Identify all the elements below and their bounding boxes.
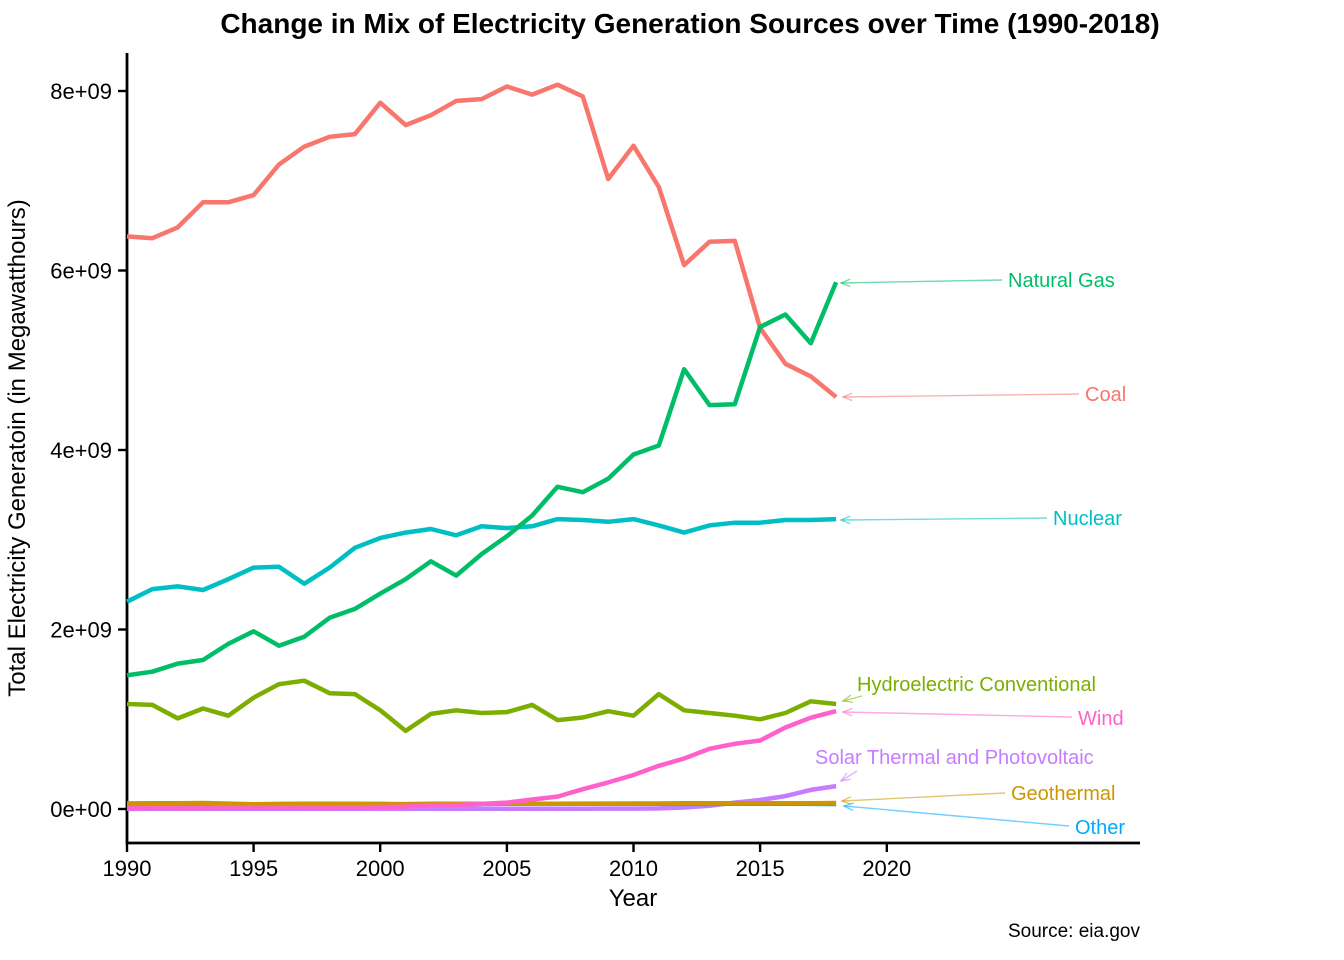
series-arrow-wind bbox=[842, 711, 1073, 718]
series-label-nuclear: Nuclear bbox=[1053, 508, 1122, 530]
x-axis-title: Year bbox=[609, 885, 658, 912]
y-tick-label: 4e+09 bbox=[50, 438, 112, 463]
y-tick-label: 2e+09 bbox=[50, 618, 112, 643]
x-tick-label: 2015 bbox=[736, 856, 785, 881]
source-note: Source: eia.gov bbox=[1008, 921, 1141, 942]
series-arrowhead-natural-gas bbox=[839, 278, 851, 288]
y-tick-label: 6e+09 bbox=[50, 259, 112, 284]
series-layer: Solar Thermal and Photovoltaic Other Geoth… bbox=[125, 82, 1126, 839]
series-arrow-natural-gas bbox=[840, 279, 1003, 284]
x-tick-label: 1995 bbox=[229, 856, 278, 881]
x-tick-label: 2020 bbox=[862, 856, 911, 881]
x-tick-label: 2010 bbox=[609, 856, 658, 881]
x-axis-ticks: 1990 1995 2000 2005 2010 2015 2020 bbox=[103, 843, 911, 881]
y-tick-label: 8e+09 bbox=[50, 79, 112, 104]
series-arrow-geothermal bbox=[841, 792, 1006, 802]
series-line-nuclear bbox=[125, 516, 837, 604]
series-coal: Coal bbox=[126, 82, 1126, 406]
series-wind: Wind bbox=[126, 707, 1124, 811]
series-arrow-coal bbox=[842, 393, 1080, 398]
series-line-hydroelectric-conventional bbox=[126, 678, 837, 734]
series-line-wind bbox=[126, 708, 837, 811]
series-arrow-other bbox=[843, 805, 1070, 827]
chart-title: Change in Mix of Electricity Generation … bbox=[220, 8, 1159, 39]
y-tick-label: 0e+00 bbox=[50, 797, 112, 822]
series-nuclear: Nuclear bbox=[125, 508, 1122, 604]
series-arrow-hydroelectric-conventional bbox=[842, 695, 863, 702]
series-arrowhead-coal bbox=[841, 392, 853, 402]
y-axis-ticks: 0e+00 2e+09 4e+09 6e+09 8e+09 bbox=[50, 79, 127, 822]
series-hydroelectric-conventional: Hydroelectric Conventional bbox=[126, 674, 1096, 734]
series-label-solar-thermal-and-photovoltaic: Solar Thermal and Photovoltaic bbox=[815, 747, 1094, 769]
series-arrowhead-solar-thermal-and-photovoltaic bbox=[839, 772, 851, 783]
series-line-coal bbox=[126, 82, 838, 399]
series-arrow-solar-thermal-and-photovoltaic bbox=[840, 770, 858, 782]
series-label-wind: Wind bbox=[1078, 708, 1124, 730]
series-natural-gas: Natural Gas bbox=[126, 270, 1115, 678]
series-label-other: Other bbox=[1075, 817, 1125, 839]
x-tick-label: 2000 bbox=[356, 856, 405, 881]
series-arrow-nuclear bbox=[840, 517, 1048, 521]
series-label-coal: Coal bbox=[1085, 384, 1126, 406]
series-label-geothermal: Geothermal bbox=[1011, 783, 1116, 805]
series-label-natural-gas: Natural Gas bbox=[1008, 270, 1115, 292]
y-axis-title: Total Electricity Generatoin (in Megawat… bbox=[4, 199, 31, 697]
x-tick-label: 1990 bbox=[103, 856, 152, 881]
x-tick-label: 2005 bbox=[482, 856, 531, 881]
series-arrowhead-nuclear bbox=[839, 515, 851, 525]
series-label-hydroelectric-conventional: Hydroelectric Conventional bbox=[857, 674, 1096, 696]
series-arrowhead-wind bbox=[841, 707, 853, 717]
series-line-natural-gas bbox=[126, 281, 839, 678]
series-arrowhead-geothermal bbox=[840, 796, 852, 805]
series-arrowhead-hydroelectric-conventional bbox=[841, 694, 853, 703]
